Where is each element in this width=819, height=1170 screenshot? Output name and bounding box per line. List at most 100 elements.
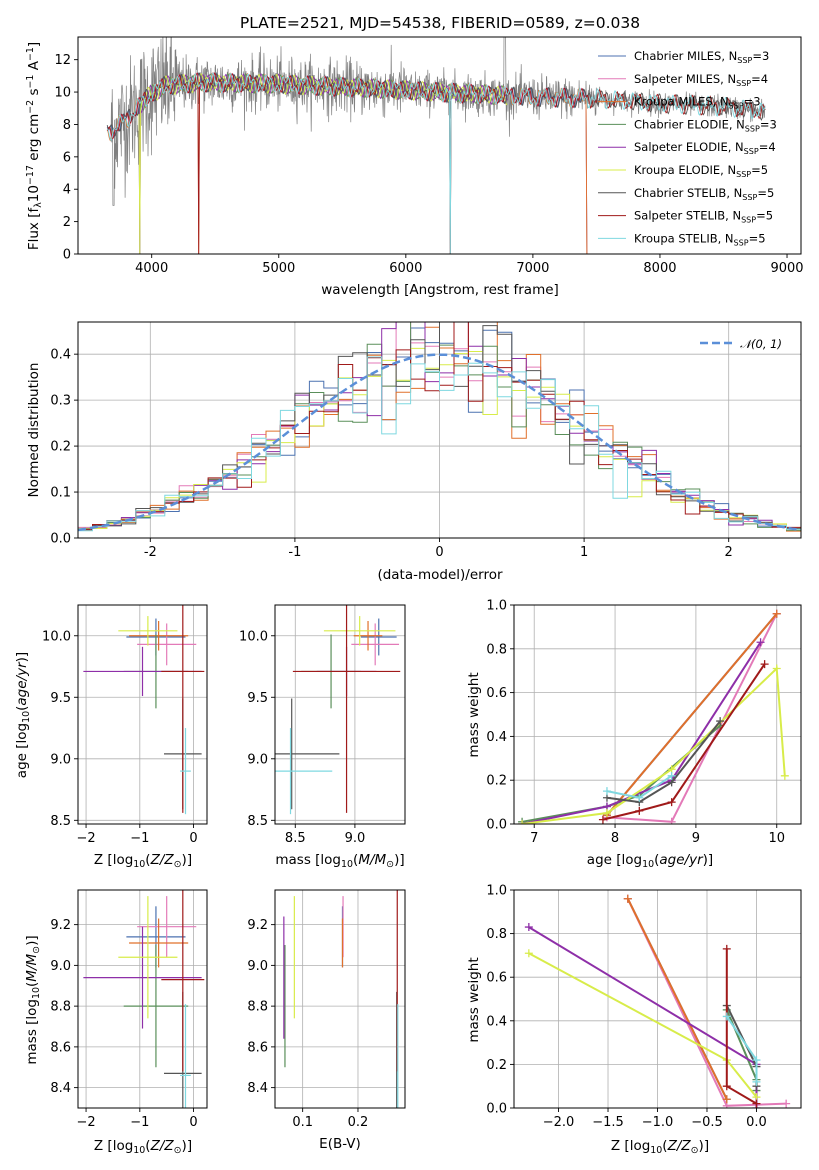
y-axis-label: age [log10(age/yr)] (14, 652, 32, 778)
x-tick-label: 1 (580, 545, 588, 560)
weight-marker-salpeter_stelib (722, 944, 731, 953)
y-tick-label: 9.0 (247, 752, 268, 767)
x-tick-label: 8.5 (285, 831, 306, 846)
weight-marker-kroupa_stelib (752, 1077, 761, 1086)
x-tick-label: 5000 (262, 261, 295, 276)
plot-area (275, 605, 401, 815)
y-tick-label: 8.4 (247, 1081, 268, 1096)
weight-marker-kroupa_elodie (780, 771, 789, 780)
y-tick-label: 0.4 (486, 730, 507, 745)
plot-area (518, 609, 789, 824)
x-tick-label: 7 (530, 831, 538, 846)
weight-line-kroupa_miles (606, 613, 778, 816)
x-tick-label: 9 (692, 831, 700, 846)
legend-label: Kroupa MILES, NSSP=3 (634, 95, 761, 111)
weight-line-kroupa_elodie (528, 952, 758, 1098)
x-tick-label: 4000 (135, 261, 168, 276)
x-tick-label: 8000 (643, 261, 676, 276)
model-spectrum-line-salpeter_stelib (106, 72, 766, 254)
weight-line-salpeter_stelib (602, 663, 766, 821)
weight_vs_Z-axes: −2.0 −1.5 −1.0 −0.5 0.0 0.0 0.2 0.4 0.6 0.8 1.0 (486, 884, 802, 1130)
weight-marker-kroupa_elodie (518, 820, 527, 824)
plot-area (83, 890, 205, 1108)
x-tick-label: −2.0 (543, 1115, 575, 1130)
x-tick-label: −2 (76, 831, 95, 846)
histogram-step-kroupa_stelib (78, 356, 801, 532)
y-tick-label: 0.8 (486, 927, 507, 942)
y-tick-label: 0.6 (486, 971, 507, 986)
y-tick-label: 1.0 (486, 884, 507, 899)
weight-line-salpeter_stelib (725, 948, 758, 1105)
weight-marker-kroupa_stelib (752, 1056, 761, 1065)
y-tick-label: 8.8 (50, 1000, 71, 1015)
y-tick-label: 8.5 (50, 814, 71, 829)
y-axis-label: Normed distribution (26, 363, 42, 498)
legend-label: Salpeter STELIB, NSSP=5 (634, 209, 773, 225)
y-tick-label: 0.3 (50, 394, 71, 409)
weight-marker-kroupa_elodie (602, 809, 611, 818)
y-tick-label: 9.2 (50, 918, 71, 933)
legend-label: Kroupa ELODIE, NSSP=5 (634, 163, 768, 179)
weight-marker-salpeter_miles (782, 1099, 791, 1108)
weight-line-kroupa_miles (626, 898, 728, 1100)
plot-area (524, 894, 791, 1108)
x-axis-label: Z [log10(Z/Z⊙)] (94, 1138, 192, 1156)
weight_vs_age-axes: 7 8 9 10 0.0 0.2 0.4 0.6 0.8 1.0 (486, 599, 802, 846)
x-axis-label: wavelength [Angstrom, rest frame] (321, 282, 559, 298)
weight-marker-salpeter_stelib (722, 1082, 731, 1091)
x-tick-label: −1 (130, 831, 149, 846)
y-tick-label: 6 (63, 150, 71, 165)
y-tick-label: 0.6 (486, 686, 507, 701)
y-tick-label: 9.0 (50, 959, 71, 974)
axes-frame (77, 321, 802, 539)
weight-line-chabrier_stelib (606, 720, 721, 804)
x-tick-label: 0.2 (348, 1115, 369, 1130)
y-tick-label: 0.2 (486, 1058, 507, 1073)
legend-label: 𝒩(0, 1) (740, 337, 782, 351)
legend-label: Chabrier MILES, NSSP=3 (634, 49, 769, 65)
weight-marker-kroupa_elodie (524, 949, 533, 958)
y-tick-label: 0.0 (486, 818, 507, 833)
y-tick-label: 0.1 (50, 486, 71, 501)
x-axis-label: mass [log10(M/M⊙)] (275, 852, 404, 870)
axes-frame (274, 889, 406, 1109)
y-tick-label: 9.5 (247, 691, 268, 706)
x-axis-label: Z [log10(Z/Z⊙)] (94, 852, 192, 870)
x-tick-label: 9000 (770, 261, 803, 276)
y-tick-label: 10 (54, 86, 71, 101)
y-axis-label: mass [log10(M/M⊙)] (24, 935, 42, 1064)
x-tick-label: 10 (768, 831, 785, 846)
y-tick-label: 10.0 (42, 629, 71, 644)
weight-marker-kroupa_stelib (667, 771, 676, 780)
weight-marker-kroupa_stelib (602, 787, 611, 796)
y-axis-label: Flux [fλ10−17 erg cm−2 s−1 A−1] (25, 42, 44, 250)
x-axis-label: E(B-V) (319, 1136, 361, 1152)
y-tick-label: 0.2 (486, 774, 507, 789)
y-tick-label: 1.0 (486, 599, 507, 614)
y-tick-label: 0.0 (486, 1102, 507, 1117)
x-tick-label: 7000 (516, 261, 549, 276)
weight-marker-salpeter_elodie (524, 923, 533, 932)
axes-frame (77, 604, 208, 825)
y-tick-label: 8.4 (50, 1081, 71, 1096)
legend-label: Chabrier ELODIE, NSSP=3 (634, 117, 777, 133)
spectrum-legend: Chabrier MILES, NSSP=3 Salpeter MILES, NS… (598, 49, 777, 247)
y-tick-label: 0 (63, 248, 71, 263)
chart-title: PLATE=2521, MJD=54538, FIBERID=0589, z=0… (240, 14, 640, 32)
legend-label: Salpeter MILES, NSSP=4 (634, 72, 768, 88)
weight-marker-kroupa_elodie (772, 664, 781, 673)
weight-marker-kroupa_stelib (722, 1012, 731, 1021)
axes-frame (77, 889, 208, 1109)
weight-marker-chabrier_stelib (716, 717, 725, 726)
x-tick-label: 0.1 (292, 1115, 313, 1130)
y-tick-label: 0.8 (486, 642, 507, 657)
weight-marker-kroupa_miles (772, 609, 781, 618)
plot-area (283, 890, 399, 1108)
x-tick-label: −1.0 (642, 1115, 674, 1130)
y-tick-label: 12 (54, 53, 71, 68)
x-tick-label: −1.5 (592, 1115, 624, 1130)
mass_vs_ebv-axes: 0.1 0.2 8.4 8.6 8.8 9.0 9.2 (247, 889, 406, 1130)
x-tick-label: −0.5 (691, 1115, 723, 1130)
y-tick-label: 4 (63, 183, 71, 198)
x-tick-label: −2 (76, 1115, 95, 1130)
